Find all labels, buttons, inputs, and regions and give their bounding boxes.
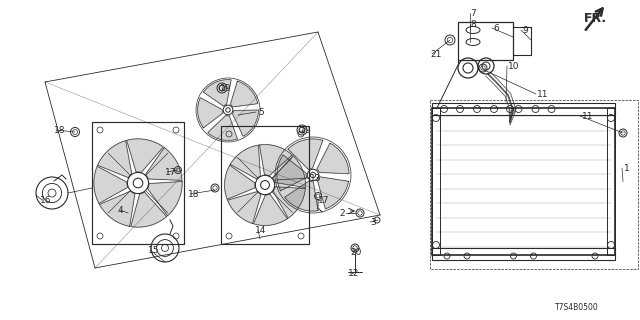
Polygon shape (273, 187, 305, 218)
Polygon shape (148, 181, 182, 216)
Polygon shape (317, 177, 349, 209)
Polygon shape (230, 81, 258, 107)
Bar (458, 22, 513, 60)
Polygon shape (285, 181, 318, 211)
Polygon shape (145, 148, 182, 180)
Polygon shape (198, 98, 223, 128)
Text: 19: 19 (220, 84, 232, 92)
Text: 12: 12 (348, 269, 360, 278)
Text: 4: 4 (118, 205, 124, 214)
Text: 2: 2 (339, 209, 345, 218)
Polygon shape (277, 155, 307, 191)
Bar (430, 100, 638, 269)
Polygon shape (259, 145, 292, 176)
Text: 16: 16 (40, 196, 51, 204)
Polygon shape (204, 80, 231, 106)
Text: 19: 19 (300, 125, 312, 134)
Polygon shape (317, 143, 349, 174)
Text: 7: 7 (470, 9, 476, 18)
Polygon shape (127, 139, 163, 172)
Text: 17: 17 (318, 196, 330, 204)
Polygon shape (288, 139, 323, 170)
Text: 6: 6 (493, 23, 499, 33)
Text: 21: 21 (430, 50, 442, 59)
Text: 20: 20 (350, 247, 362, 257)
Text: 1: 1 (624, 164, 630, 172)
Text: 11: 11 (582, 111, 593, 121)
Text: 8: 8 (470, 20, 476, 28)
Text: 18: 18 (54, 125, 65, 134)
Text: 17: 17 (165, 167, 177, 177)
Text: 5: 5 (258, 108, 264, 116)
Polygon shape (273, 156, 305, 188)
Text: 15: 15 (148, 245, 159, 254)
Text: FR.: FR. (584, 12, 607, 25)
Text: 11: 11 (537, 90, 548, 99)
Bar (432, 248, 615, 260)
Text: 13: 13 (310, 173, 321, 182)
Bar (432, 108, 615, 255)
Text: T7S4B0500: T7S4B0500 (555, 303, 599, 312)
Bar (432, 103, 615, 115)
Polygon shape (207, 115, 237, 140)
Text: 9: 9 (522, 26, 528, 35)
Polygon shape (97, 140, 132, 178)
Polygon shape (99, 191, 135, 226)
Bar (92, 122, 184, 244)
Polygon shape (225, 165, 255, 199)
Polygon shape (227, 192, 261, 224)
Polygon shape (94, 166, 128, 204)
Text: 14: 14 (255, 226, 266, 235)
Text: 3: 3 (370, 218, 376, 227)
Polygon shape (253, 194, 287, 226)
Polygon shape (230, 145, 260, 179)
Text: 10: 10 (508, 61, 520, 70)
Polygon shape (131, 192, 167, 227)
Polygon shape (232, 110, 259, 136)
Bar (432, 108, 440, 255)
Bar (221, 126, 309, 244)
Text: 18: 18 (188, 189, 200, 198)
Bar (607, 108, 615, 255)
